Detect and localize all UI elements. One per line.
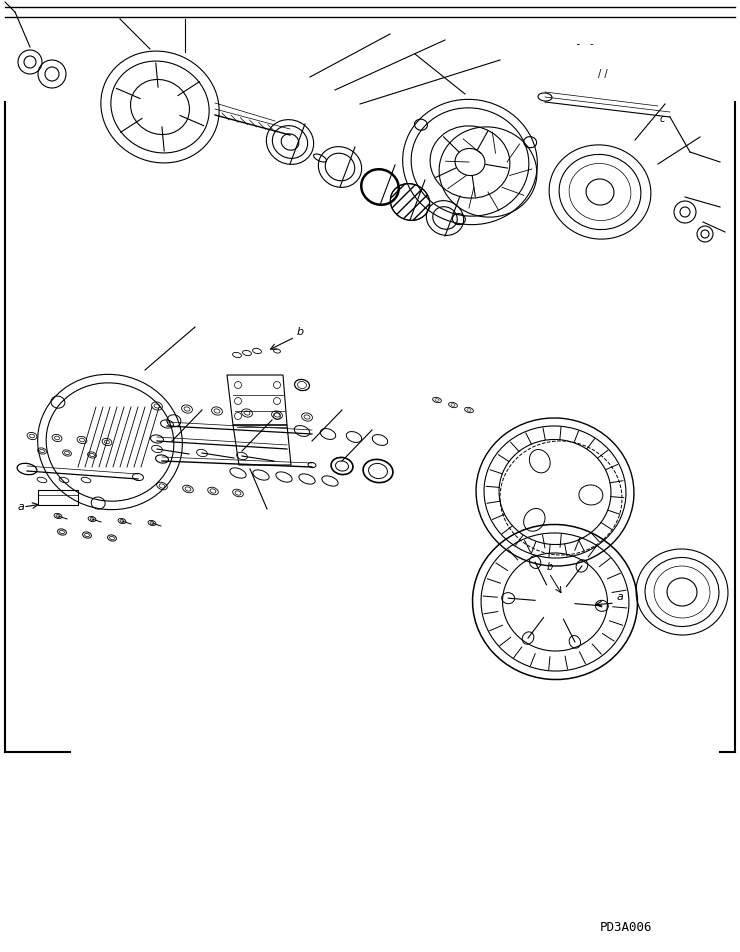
Text: a: a: [617, 592, 624, 602]
Text: b: b: [297, 327, 304, 337]
Text: - -: - -: [575, 39, 595, 49]
Text: / /: / /: [598, 69, 608, 79]
Text: PD3A006: PD3A006: [599, 921, 652, 934]
Text: a: a: [18, 502, 25, 512]
Text: b: b: [547, 562, 554, 572]
Text: c: c: [660, 114, 665, 124]
